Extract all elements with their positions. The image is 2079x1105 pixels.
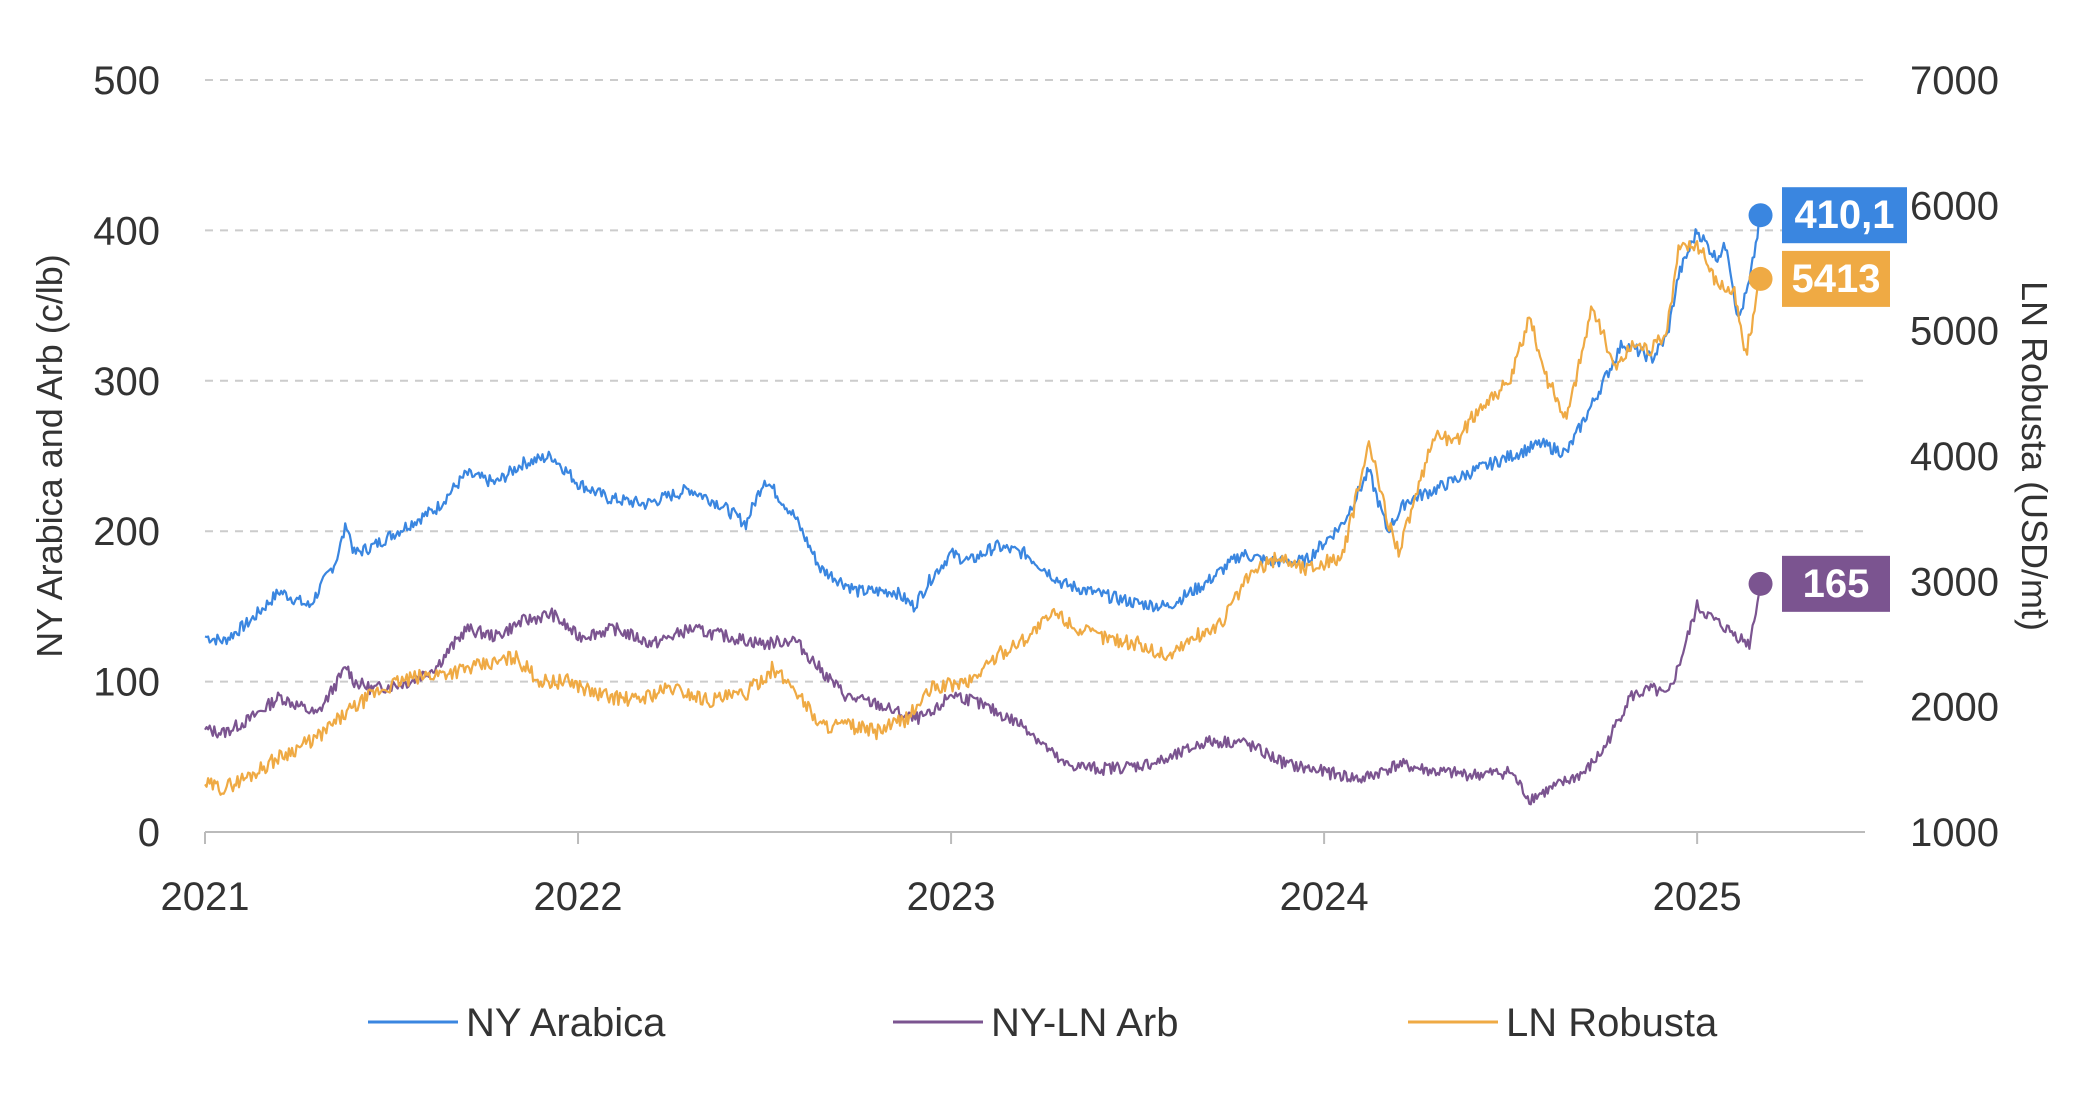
left-tick-label: 100 — [93, 661, 160, 705]
right-axis-title: LN Robusta (USD/mt) — [2014, 281, 2055, 631]
series-end-marker — [1748, 203, 1773, 228]
series-layer — [204, 214, 1762, 806]
x-tick-label: 2024 — [1280, 875, 1369, 919]
right-tick-label: 4000 — [1910, 435, 1999, 479]
x-axis-ticks: 2021 2022 2023 2024 2025 — [161, 832, 1742, 919]
left-axis-ticks: 0 100 200 300 400 500 — [93, 59, 160, 855]
series-end-label: 165 — [1803, 562, 1870, 606]
legend-label-arabica: NY Arabica — [466, 1001, 666, 1045]
series-end-label-box — [1782, 250, 1890, 307]
series-line-0 — [204, 214, 1762, 646]
series-end-label: 410,1 — [1794, 193, 1894, 237]
series-end-marker — [1748, 571, 1773, 596]
series-end-label-box — [1782, 555, 1890, 612]
series-line-1 — [204, 583, 1762, 806]
right-tick-label: 7000 — [1910, 59, 1999, 103]
legend-item-arb: NY-LN Arb — [893, 1001, 1179, 1045]
right-axis-ticks: 1000 2000 3000 4000 5000 6000 7000 — [1910, 59, 1999, 855]
left-tick-label: 0 — [138, 811, 160, 855]
end-labels: 410,1 165 5413 — [1748, 187, 1907, 612]
right-tick-label: 5000 — [1910, 310, 1999, 354]
left-axis-title: NY Arabica and Arb (c/lb) — [29, 254, 70, 658]
series-end-label: 5413 — [1792, 257, 1881, 301]
series-line-2 — [204, 240, 1762, 796]
legend-item-arabica: NY Arabica — [368, 1001, 666, 1045]
series-end-label-box — [1782, 187, 1907, 244]
x-tick-label: 2021 — [161, 875, 250, 919]
x-tick-label: 2025 — [1653, 875, 1742, 919]
legend-label-robusta: LN Robusta — [1506, 1001, 1718, 1045]
grid-lines — [205, 79, 1865, 683]
legend-label-arb: NY-LN Arb — [991, 1001, 1179, 1045]
left-tick-label: 200 — [93, 510, 160, 554]
right-tick-label: 2000 — [1910, 686, 1999, 730]
right-tick-label: 1000 — [1910, 811, 1999, 855]
legend-item-robusta: LN Robusta — [1408, 1001, 1718, 1045]
x-tick-label: 2023 — [907, 875, 996, 919]
right-tick-label: 6000 — [1910, 184, 1999, 228]
x-tick-label: 2022 — [534, 875, 623, 919]
series-end-marker — [1748, 266, 1773, 291]
legend: NY Arabica NY-LN Arb LN Robusta — [368, 1001, 1718, 1045]
right-tick-label: 3000 — [1910, 560, 1999, 604]
left-tick-label: 400 — [93, 209, 160, 253]
left-tick-label: 300 — [93, 360, 160, 404]
left-tick-label: 500 — [93, 59, 160, 103]
